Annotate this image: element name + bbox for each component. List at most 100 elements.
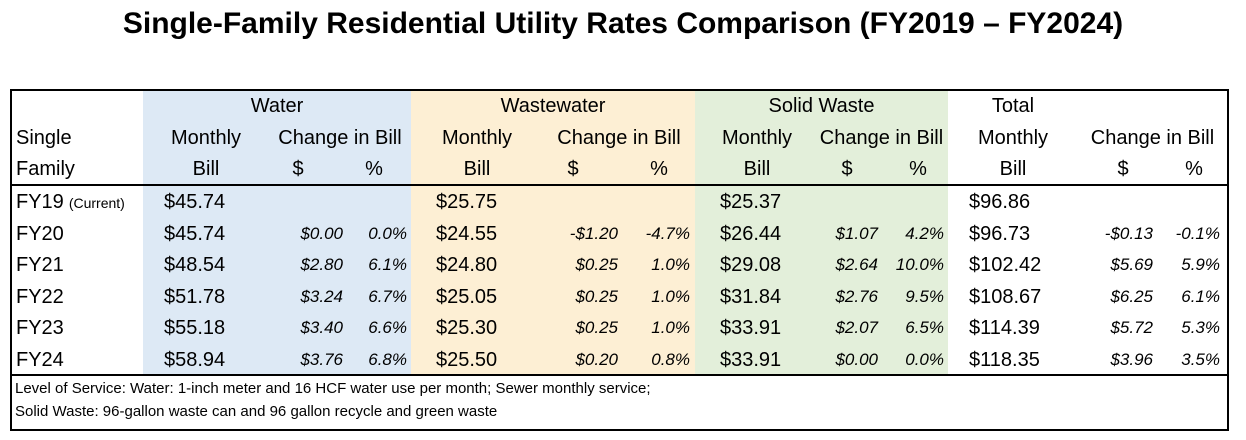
cell-ww-chg: $0.20	[575, 349, 618, 369]
water-monthly-header: Monthly	[170, 127, 242, 149]
cell-year: FY24	[16, 345, 141, 375]
water-bill-header: Bill	[192, 158, 220, 180]
cell-ww-pct: 1.0%	[651, 286, 690, 306]
cell-ww-chg: $0.25	[575, 255, 618, 274]
cell-sw-bill: $26.44	[720, 222, 782, 245]
cell-total-bill: $102.42	[969, 254, 1042, 276]
cell-total-chg: $3.96	[1110, 349, 1153, 369]
water-change-header: Change in Bill	[278, 127, 402, 149]
cell-total-bill: $96.73	[969, 222, 1031, 245]
cell-total-chg: $6.25	[1110, 286, 1153, 306]
water-column-shading	[143, 91, 411, 374]
cell-total-chg: $5.72	[1110, 318, 1153, 337]
cell-sw-chg: $1.07	[835, 223, 878, 243]
row-label-family: Family	[16, 158, 75, 180]
group-header-total: Total	[991, 95, 1035, 117]
group-header-wastewater: Wastewater	[500, 95, 606, 117]
cell-year: FY20	[16, 219, 141, 249]
cell-water-pct: 6.6%	[368, 318, 407, 337]
cell-water-chg: $0.00	[300, 223, 343, 243]
cell-water-chg: $3.24	[300, 286, 343, 306]
wastewater-percent-header: %	[650, 158, 668, 180]
cell-year: FY21	[16, 250, 141, 280]
cell-water-chg: $3.76	[300, 349, 343, 369]
cell-ww-bill: $24.55	[436, 222, 498, 245]
cell-water-bill: $48.54	[164, 254, 226, 276]
cell-year: FY22	[16, 282, 141, 312]
row-year-label: FY19	[16, 191, 64, 213]
cell-sw-bill: $33.91	[720, 317, 782, 339]
cell-ww-chg: $0.25	[575, 286, 618, 306]
row-label-single: Single	[16, 127, 72, 149]
cell-ww-chg: -$1.20	[569, 223, 618, 243]
cell-sw-bill: $33.91	[720, 348, 782, 371]
cell-sw-chg: $2.64	[835, 255, 878, 274]
cell-total-bill: $118.35	[969, 348, 1040, 371]
cell-sw-pct: 0.0%	[905, 349, 944, 369]
cell-ww-bill: $25.75	[436, 191, 498, 213]
row-year-suffix: (Current)	[68, 195, 125, 211]
cell-water-pct: 6.1%	[368, 255, 407, 274]
cell-sw-chg: $2.07	[835, 318, 878, 337]
cell-water-bill: $55.18	[164, 317, 226, 339]
row-year-label: FY21	[16, 254, 64, 276]
cell-water-bill: $45.74	[164, 222, 226, 245]
cell-water-pct: 6.7%	[368, 286, 407, 306]
header-divider	[12, 184, 1227, 186]
wastewater-bill-header: Bill	[463, 158, 491, 180]
cell-year: FY23	[16, 313, 141, 343]
total-dollar-header: $	[1117, 158, 1129, 180]
cell-water-pct: 6.8%	[368, 349, 407, 369]
cell-total-chg: $5.69	[1110, 255, 1153, 274]
cell-sw-bill: $31.84	[720, 285, 782, 308]
cell-sw-pct: 4.2%	[905, 223, 944, 243]
rates-table: Water Wastewater Solid Waste Total Singl…	[10, 89, 1229, 431]
level-of-service-note-1: Level of Service: Water: 1-inch meter an…	[15, 380, 651, 397]
cell-total-bill: $108.67	[969, 285, 1042, 308]
cell-sw-pct: 10.0%	[895, 255, 944, 274]
cell-ww-pct: 1.0%	[651, 318, 690, 337]
level-of-service-note-2: Solid Waste: 96-gallon waste can and 96 …	[15, 403, 498, 420]
cell-water-bill: $45.74	[164, 191, 226, 213]
wastewater-change-header: Change in Bill	[557, 127, 681, 149]
group-header-solid-waste: Solid Waste	[768, 95, 875, 117]
cell-total-pct: 5.3%	[1181, 318, 1220, 337]
cell-ww-bill: $25.50	[436, 348, 498, 371]
total-bill-header: Bill	[999, 158, 1027, 180]
solid-waste-column-shading	[695, 91, 948, 374]
cell-water-bill: $51.78	[164, 285, 226, 308]
solid-waste-dollar-header: $	[841, 158, 853, 180]
row-year-label: FY20	[16, 222, 64, 245]
notes-divider	[12, 374, 1227, 376]
cell-water-chg: $3.40	[300, 318, 343, 337]
cell-total-bill: $96.86	[969, 191, 1031, 213]
water-dollar-header: $	[292, 158, 304, 180]
cell-total-bill: $114.39	[969, 317, 1040, 339]
cell-total-pct: 6.1%	[1181, 286, 1220, 306]
cell-sw-chg: $0.00	[835, 349, 878, 369]
cell-water-pct: 0.0%	[368, 223, 407, 243]
row-year-label: FY24	[16, 348, 64, 371]
solid-waste-percent-header: %	[909, 158, 927, 180]
cell-sw-chg: $2.76	[835, 286, 878, 306]
cell-ww-chg: $0.25	[575, 318, 618, 337]
group-header-water: Water	[250, 95, 304, 117]
total-monthly-header: Monthly	[977, 127, 1049, 149]
cell-sw-bill: $29.08	[720, 254, 782, 276]
cell-sw-pct: 9.5%	[905, 286, 944, 306]
wastewater-dollar-header: $	[567, 158, 579, 180]
cell-total-pct: -0.1%	[1175, 223, 1220, 243]
cell-ww-bill: $25.05	[436, 285, 498, 308]
wastewater-monthly-header: Monthly	[441, 127, 513, 149]
water-percent-header: %	[365, 158, 383, 180]
cell-ww-bill: $25.30	[436, 317, 498, 339]
cell-water-chg: $2.80	[300, 255, 343, 274]
cell-water-bill: $58.94	[164, 348, 226, 371]
cell-ww-pct: -4.7%	[645, 223, 690, 243]
solid-waste-monthly-header: Monthly	[721, 127, 793, 149]
cell-year: FY19 (Current)	[16, 187, 141, 218]
cell-sw-pct: 6.5%	[905, 318, 944, 337]
row-year-label: FY23	[16, 317, 64, 339]
cell-total-pct: 3.5%	[1181, 349, 1220, 369]
cell-ww-pct: 1.0%	[651, 255, 690, 274]
